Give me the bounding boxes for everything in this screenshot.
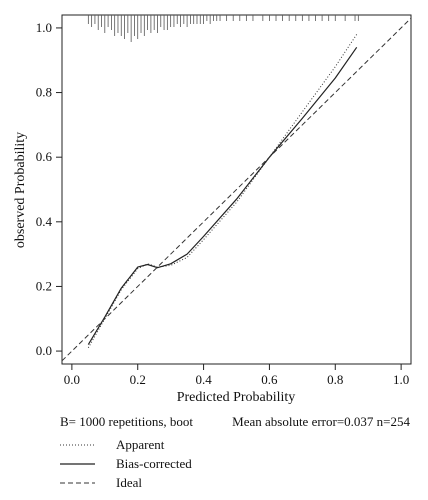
legend-label-bias-corrected: Bias-corrected [116, 456, 192, 471]
plot-border [61, 14, 412, 365]
series-line-bias-corrected [87, 46, 358, 345]
legend-label-ideal: Ideal [116, 475, 142, 490]
x-tick-label: 0.0 [64, 372, 80, 387]
rug-marks [87, 15, 359, 42]
x-axis-title: Predicted Probability [177, 390, 296, 405]
x-tick-label: 0.6 [261, 372, 278, 387]
x-tick-label: 0.8 [327, 372, 343, 387]
y-tick-label: 0.2 [36, 278, 52, 293]
y-tick-label: 0.6 [36, 149, 53, 164]
y-axis-title: observed Probability [13, 132, 28, 248]
legend: Apparent Bias-corrected Ideal [60, 437, 192, 490]
x-tick-label: 1.0 [393, 372, 409, 387]
x-tick-label: 0.2 [130, 372, 146, 387]
series-line-apparent [87, 34, 358, 349]
footer-mean-error: Mean absolute error=0.037 n=254 [232, 414, 410, 429]
series-lines [61, 17, 412, 362]
y-tick-label: 0.8 [36, 85, 52, 100]
legend-label-apparent: Apparent [116, 437, 165, 452]
axis-ticks: 0.0 0.2 0.4 0.6 0.8 1.0 0.0 0.2 0.4 0.6 0.8 1.0 [36, 20, 409, 387]
y-tick-label: 0.0 [36, 343, 52, 358]
y-tick-label: 0.4 [36, 214, 53, 229]
footer-repetitions: B= 1000 repetitions, boot [60, 414, 193, 429]
y-tick-label: 1.0 [36, 20, 52, 35]
series-line-ideal [61, 17, 412, 362]
x-tick-label: 0.4 [195, 372, 212, 387]
